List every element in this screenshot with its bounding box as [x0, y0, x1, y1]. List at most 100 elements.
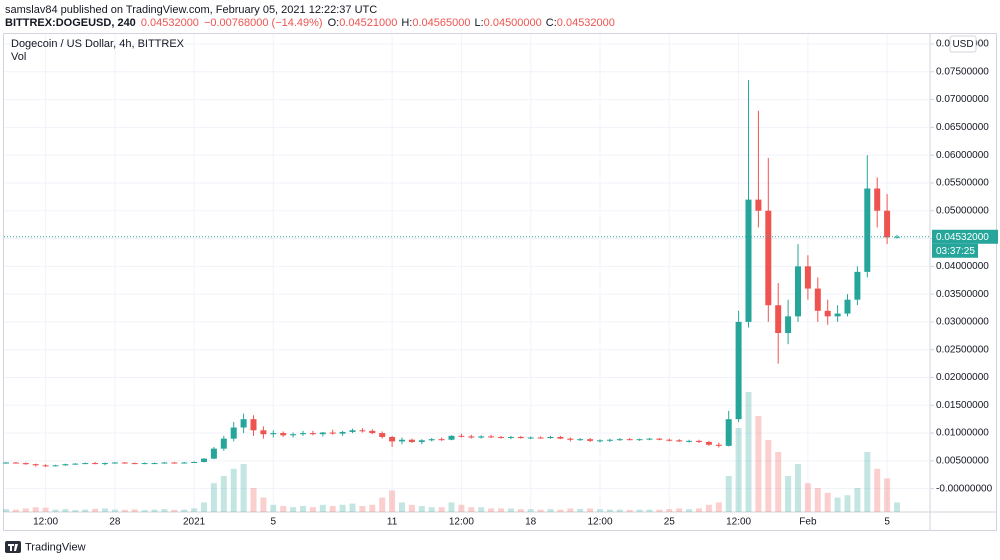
candle-body [250, 419, 257, 431]
volume-bar [715, 502, 722, 512]
volume-bar [874, 468, 881, 512]
volume-bar [468, 507, 475, 512]
volume-pane [3, 392, 900, 512]
volume-bar [329, 506, 336, 512]
candle-body [804, 266, 811, 289]
volume-bar [478, 507, 485, 512]
volume-bar [389, 490, 396, 512]
change: −0.00768000 (−14.49%) [204, 17, 323, 29]
volume-label: Vol [11, 51, 26, 63]
volume-bar [834, 497, 841, 512]
x-tick-label: 12:00 [33, 517, 58, 528]
y-tick-label: 0.03000000 [936, 317, 989, 328]
candle-body [666, 439, 673, 441]
candle-body [329, 432, 336, 434]
x-tick-label: 12:00 [726, 517, 751, 528]
candle-body [557, 436, 564, 439]
y-tick-label: 0.05000000 [936, 205, 989, 216]
volume-bar [775, 452, 782, 512]
candle-body [230, 427, 237, 439]
candle-body [438, 439, 445, 441]
volume-bar [696, 508, 702, 512]
volume-bar [824, 492, 831, 512]
candle-body [676, 440, 683, 442]
volume-bar [755, 416, 762, 512]
volume-bar [319, 504, 326, 512]
candle-body [339, 431, 346, 434]
volume-bar [765, 440, 772, 512]
volume-bar [418, 506, 425, 512]
volume-bar [884, 478, 891, 512]
volume-bar [735, 428, 742, 512]
candle-body [656, 438, 663, 440]
volume-bar [92, 508, 99, 512]
y-tick-label: 0.01500000 [936, 400, 989, 411]
candle-body [844, 299, 851, 314]
candle-body [567, 438, 574, 440]
candle-body [517, 436, 524, 439]
o-value: 0.04521000 [339, 17, 397, 29]
candle-body [220, 438, 227, 449]
volume-bar [567, 508, 574, 512]
candle-body [834, 313, 841, 317]
candle-body [478, 436, 485, 438]
candle-body [399, 439, 405, 442]
candle-body [894, 236, 900, 238]
candle-body [309, 433, 316, 435]
x-tick-label: 18 [525, 517, 537, 528]
candle-body [498, 436, 504, 438]
volume-bar [626, 509, 633, 512]
candle-body [121, 462, 128, 464]
candle-body [488, 436, 495, 438]
candle-body [715, 444, 722, 446]
candle-body [725, 419, 732, 446]
candle-body [260, 430, 267, 435]
y-tick-label: 0.02500000 [936, 344, 989, 355]
y-tick-label: -0.00000000 [936, 483, 993, 494]
volume-bar [616, 509, 623, 512]
x-tick-label: 2021 [183, 517, 206, 528]
volume-bar [438, 507, 445, 512]
published-line: samslav84 published on TradingView.com, … [5, 4, 377, 16]
volume-bar [369, 504, 376, 512]
candle-body [874, 188, 881, 211]
candle-body [201, 458, 207, 462]
volume-bar [686, 509, 693, 512]
volume-bar [547, 509, 554, 512]
candle-body [458, 435, 465, 437]
current-price-badge [932, 229, 998, 244]
candle-body [171, 462, 178, 464]
y-tick-label: 0.07000000 [936, 94, 989, 105]
volume-bar [181, 509, 188, 512]
currency-badge[interactable] [949, 35, 977, 53]
candle-body [468, 436, 475, 438]
candle-body [131, 463, 138, 465]
x-tick-label: 12:00 [587, 517, 612, 528]
volume-bar [171, 509, 178, 512]
y-tick-label: 0.01000000 [936, 428, 989, 439]
candle-body [745, 199, 752, 322]
currency: USD [952, 39, 973, 50]
volume-bar [270, 504, 277, 512]
volume-bar [606, 509, 613, 512]
candle-body [102, 463, 108, 465]
volume-bar [428, 507, 435, 512]
candle-body [765, 210, 772, 306]
volume-bar [488, 508, 495, 512]
candle-body [151, 463, 158, 465]
volume-bar [587, 508, 594, 512]
candle-body [12, 462, 19, 464]
candle-body [636, 439, 643, 441]
candle-body [537, 437, 544, 439]
volume-bar [458, 504, 465, 512]
y-tick-label: 0.03500000 [936, 289, 989, 300]
candle-body [795, 266, 801, 317]
volume-bar [339, 504, 346, 512]
volume-bar [230, 468, 237, 512]
volume-bar [844, 495, 851, 512]
volume-bar [666, 509, 673, 512]
ohlc-line: BITTREX:DOGEUSD, 240 0.04532000 −0.0076800… [5, 17, 615, 29]
candle-body [300, 433, 306, 435]
y-tick-label: 0.02000000 [936, 372, 989, 383]
volume-bar [280, 506, 287, 512]
